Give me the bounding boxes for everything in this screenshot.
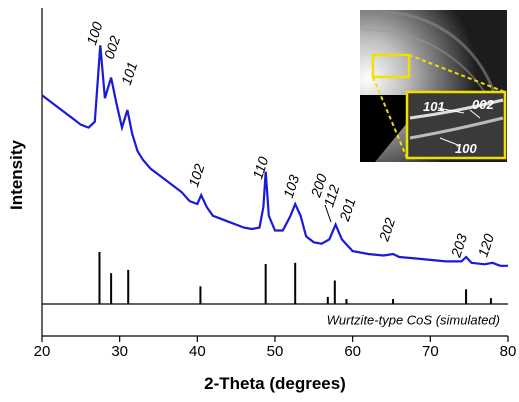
peak-label: 120 [475,232,498,259]
inset-label: 100 [455,141,477,156]
x-tick-label: 30 [111,343,128,360]
peak-label: 100 [83,20,106,47]
reference-legend: Wurtzite-type CoS (simulated) [327,312,500,327]
peak-label: 103 [280,173,303,200]
peak-label: 110 [249,155,271,181]
x-tick-label: 20 [34,343,51,360]
peak-label: 102 [185,162,208,189]
peak-label: 202 [375,216,398,244]
x-tick-label: 50 [267,343,284,360]
x-tick-label: 40 [189,343,206,360]
peak-label: 203 [447,232,470,260]
x-axis-title: 2-Theta (degrees) [204,374,346,393]
peak-label: 201 [336,196,359,224]
inset-image [360,10,507,162]
x-tick-label: 70 [422,343,439,360]
x-tick-label: 80 [500,343,517,360]
inset-label: 101 [423,99,445,114]
x-tick-label: 60 [344,343,361,360]
chart: 101 002 100 2-Theta (degrees) Intensity … [0,0,519,397]
y-axis-title: Intensity [7,140,26,210]
inset-label: 002 [472,97,494,112]
peak-label: 002 [101,34,124,61]
peak-label: 101 [118,60,140,87]
